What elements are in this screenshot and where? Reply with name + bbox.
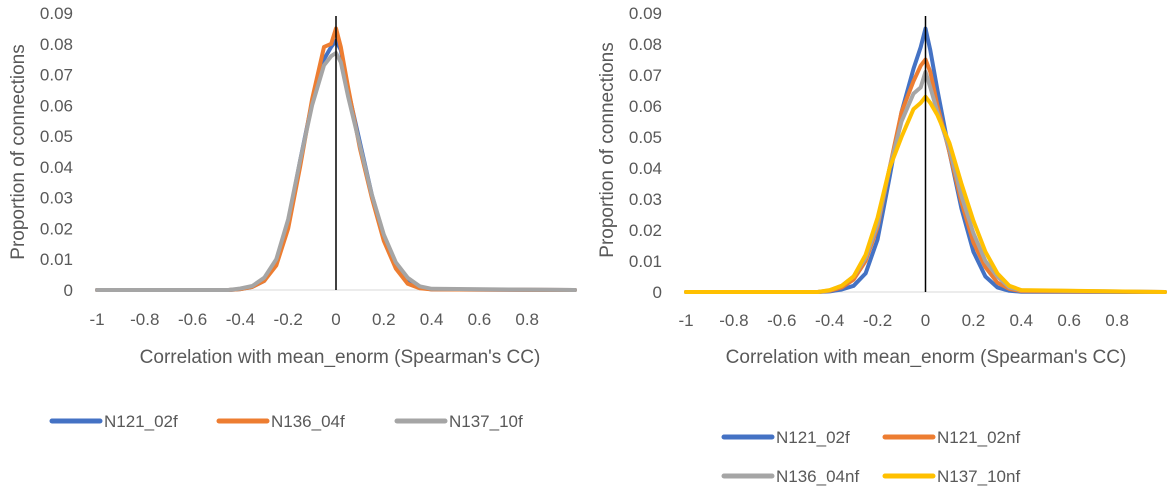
x-tick-label: 0.6 [1057, 311, 1081, 330]
chart-1: 00.010.020.030.040.050.060.070.080.09-1-… [8, 4, 577, 431]
y-axis-title: Proportion of connections [8, 44, 29, 259]
x-tick-label: -0.8 [130, 310, 159, 329]
y-axis-title: Proportion of connections [597, 42, 618, 257]
x-tick-label: 0 [921, 311, 930, 330]
legend-item: N137_10f [394, 412, 523, 431]
y-axis-tick-labels: 0 0.01 0.02 0.03 0.04 0.05 0.06 0.07 0.08 0.09 [629, 4, 662, 302]
x-axis-tick-labels: -1 -0.8 -0.6 -0.4 -0.2 0 0.2 0.4 0.6 0.8 [89, 310, 539, 329]
series-lines [684, 26, 1167, 294]
y-tick-label: 0.03 [40, 189, 73, 208]
y-tick-label: 0.08 [629, 35, 662, 54]
y-tick-label: 0.01 [629, 252, 662, 271]
y-axis-tick-labels: 0 0.01 0.02 0.03 0.04 0.05 0.06 0.07 0.08 0.09 [40, 4, 73, 300]
series-lines [95, 26, 577, 292]
legend-label: N136_04nf [776, 467, 859, 486]
x-tick-label: -0.2 [274, 310, 303, 329]
y-tick-label: 0.06 [40, 96, 73, 115]
legend-label: N137_10nf [937, 467, 1020, 486]
legend-label: N137_10f [449, 412, 523, 431]
x-tick-label: -0.4 [226, 310, 255, 329]
legend-item: N121_02nf [882, 428, 1020, 447]
x-tick-label: -0.6 [178, 310, 207, 329]
legend-label: N136_04f [271, 412, 345, 431]
chart-2: 00.010.020.030.040.050.060.070.080.09-1-… [597, 4, 1167, 486]
series-line [684, 26, 1167, 294]
y-tick-label: 0.01 [40, 250, 73, 269]
legend: N121_02f N121_02nf N136_04nf N137_10nf [721, 428, 1020, 486]
y-tick-label: 0.06 [629, 97, 662, 116]
legend-item: N121_02f [721, 428, 850, 447]
series-line [684, 94, 1167, 294]
y-tick-label: 0.07 [629, 66, 662, 85]
x-tick-label: 0.4 [420, 310, 444, 329]
x-axis-title: Correlation with mean_enorm (Spearman's … [726, 347, 1127, 368]
series-line [95, 51, 577, 292]
legend-label: N121_02f [776, 428, 850, 447]
x-tick-label: 0.2 [962, 311, 986, 330]
x-tick-label: 0 [331, 310, 340, 329]
y-tick-label: 0.04 [40, 158, 73, 177]
x-tick-label: -0.4 [815, 311, 844, 330]
y-tick-label: 0.09 [629, 4, 662, 23]
y-tick-label: 0 [653, 283, 662, 302]
y-tick-label: 0.05 [40, 127, 73, 146]
x-tick-label: -1 [89, 310, 104, 329]
x-tick-label: -1 [678, 311, 693, 330]
y-tick-label: 0.04 [629, 159, 662, 178]
x-tick-label: -0.6 [767, 311, 796, 330]
legend-label: N121_02f [104, 412, 178, 431]
legend-item: N121_02f [49, 412, 178, 431]
x-tick-label: 0.8 [515, 310, 539, 329]
y-tick-label: 0.03 [629, 190, 662, 209]
x-tick-label: 0.4 [1009, 311, 1033, 330]
legend-item: N136_04nf [721, 467, 859, 486]
y-tick-label: 0.02 [629, 221, 662, 240]
legend: N121_02f N136_04f N137_10f [49, 412, 523, 431]
x-tick-label: 0.2 [372, 310, 396, 329]
y-tick-label: 0 [64, 281, 73, 300]
x-tick-label: 0.6 [468, 310, 492, 329]
x-axis-title: Correlation with mean_enorm (Spearman's … [140, 347, 541, 368]
y-tick-label: 0.05 [629, 128, 662, 147]
x-tick-label: -0.8 [719, 311, 748, 330]
y-tick-label: 0.02 [40, 219, 73, 238]
legend-label: N121_02nf [937, 428, 1020, 447]
y-tick-label: 0.09 [40, 4, 73, 23]
x-tick-label: -0.2 [863, 311, 892, 330]
legend-item: N136_04f [216, 412, 345, 431]
y-tick-label: 0.08 [40, 35, 73, 54]
x-axis-tick-labels: -1 -0.8 -0.6 -0.4 -0.2 0 0.2 0.4 0.6 0.8 [678, 311, 1128, 330]
legend-item: N137_10nf [882, 467, 1020, 486]
x-tick-label: 0.8 [1105, 311, 1129, 330]
y-tick-label: 0.07 [40, 66, 73, 85]
